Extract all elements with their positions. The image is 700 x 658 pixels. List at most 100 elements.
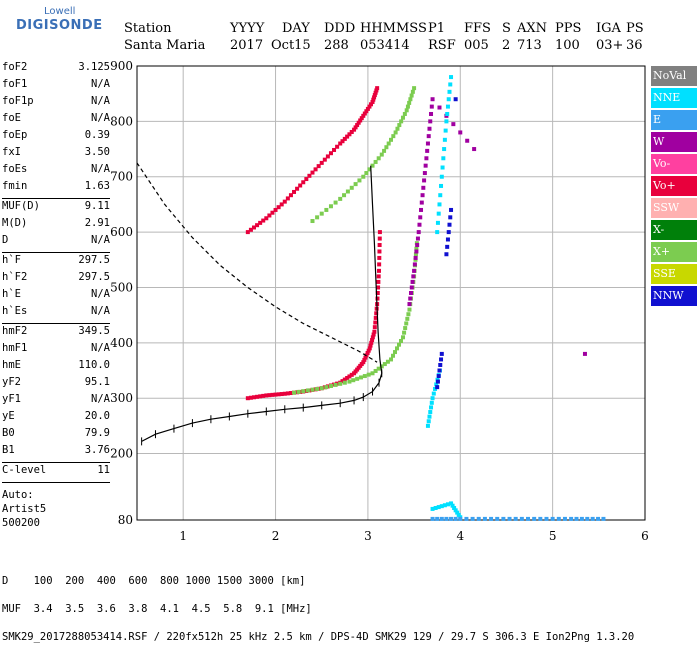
data-point-x- <box>376 156 381 161</box>
param-name: h`F <box>2 254 21 266</box>
data-point-vo- <box>347 132 352 137</box>
legend-item-nnw: NNW <box>651 286 697 306</box>
y-tick-label: 80 <box>118 513 133 527</box>
data-point-nne <box>430 506 435 511</box>
param-name: hmF2 <box>2 325 28 337</box>
data-point-vo- <box>270 210 275 215</box>
data-point-e <box>458 516 463 521</box>
data-point-x- <box>384 145 389 150</box>
data-point-nne <box>445 104 450 109</box>
data-point-e <box>574 516 579 521</box>
data-point-nne <box>436 211 441 216</box>
data-point-x- <box>402 111 407 116</box>
data-point-vo- <box>316 164 321 169</box>
data-point-nne <box>447 89 452 94</box>
data-point-x- <box>382 148 387 153</box>
param-row: hmF2 349.5 <box>2 324 110 341</box>
data-point-x- <box>412 86 417 91</box>
legend-item-x-: X- <box>651 220 697 240</box>
data-point-vo- <box>288 391 293 396</box>
y-tick-label: 900 <box>110 59 133 73</box>
data-point-w <box>410 279 415 284</box>
data-point-vo- <box>273 207 278 212</box>
data-point-nne <box>435 220 440 225</box>
data-point-e <box>544 516 549 521</box>
param-value: 1.63 <box>84 180 110 192</box>
param-row: fxI 3.50 <box>2 145 110 162</box>
data-point-nne <box>441 156 446 161</box>
data-point-x- <box>351 378 356 383</box>
data-point-vo- <box>279 392 284 397</box>
logo-line-2: DIGISONDE <box>16 18 103 33</box>
data-point-e <box>449 516 454 521</box>
data-point-x- <box>315 386 320 391</box>
param-separator <box>2 252 110 253</box>
legend-item-vo-: Vo+ <box>651 176 697 196</box>
data-point-x- <box>389 357 393 362</box>
footer-file-info: SMK29_2017288053414.RSF / 220fx512h 25 k… <box>2 631 635 643</box>
data-point-vo- <box>373 315 378 320</box>
data-point-vo- <box>276 205 281 210</box>
auto-scaling-line: Auto: <box>2 489 34 501</box>
param-value: N/A <box>91 305 110 317</box>
data-point-x- <box>366 372 371 377</box>
data-point-x- <box>319 211 324 216</box>
data-point-w <box>423 163 428 168</box>
data-point-vo- <box>328 151 333 156</box>
param-name: foF1 <box>2 78 28 90</box>
param-row: foF1p N/A <box>2 94 110 111</box>
param-row: B0 79.9 <box>2 426 110 443</box>
data-point-nne <box>433 386 438 391</box>
data-point-e <box>513 516 518 521</box>
data-point-x- <box>391 134 396 139</box>
param-row: h`Es N/A <box>2 304 110 321</box>
data-point-nnw <box>446 230 451 235</box>
data-point-nnw <box>439 357 444 362</box>
data-point-nne <box>429 400 434 405</box>
data-point-vo- <box>319 160 324 165</box>
data-point-nne <box>452 506 457 511</box>
data-point-x- <box>393 350 398 355</box>
header-label-1: YYYY <box>230 21 265 36</box>
data-point-vo- <box>365 106 370 111</box>
data-point-w <box>419 207 424 212</box>
data-point-vo- <box>251 395 256 400</box>
data-point-x- <box>386 141 391 146</box>
data-point-x- <box>385 359 390 364</box>
data-point-vo- <box>375 291 380 295</box>
data-point-x- <box>405 316 410 321</box>
y-tick-label: 400 <box>110 336 133 350</box>
data-point-x- <box>403 326 408 331</box>
data-point-x- <box>370 371 375 376</box>
param-row: foF2 3.125 <box>2 60 110 77</box>
data-point-e <box>430 516 435 521</box>
auto-scaling-line: Artist5 <box>2 503 47 515</box>
data-point-vo- <box>353 125 358 130</box>
header-value-5: RSF <box>428 38 456 53</box>
data-point-nne <box>453 508 458 513</box>
data-point-vo- <box>370 335 375 340</box>
data-point-x- <box>324 385 329 390</box>
header-value-2: Oct15 <box>271 38 311 53</box>
header-value-11: 36 <box>626 38 643 53</box>
param-row: h`F 297.5 <box>2 253 110 270</box>
data-point-w <box>412 262 417 267</box>
data-point-e <box>507 516 512 521</box>
data-point-e <box>453 516 458 521</box>
header-value-0: Santa Maria <box>124 38 206 53</box>
data-point-x- <box>353 182 358 187</box>
data-point-w <box>418 215 423 220</box>
data-point-nne <box>442 147 447 152</box>
param-value: 349.5 <box>78 325 110 337</box>
data-point-nnw <box>435 379 440 384</box>
footer-distance-row: D 100 200 400 600 800 1000 1500 3000 [km… <box>2 575 306 587</box>
data-point-x- <box>389 137 393 142</box>
data-point-nne <box>430 396 435 401</box>
data-point-x- <box>405 104 410 109</box>
data-point-e <box>550 516 555 521</box>
data-point-x- <box>361 174 366 179</box>
data-point-nnw <box>448 215 453 220</box>
data-point-e <box>596 516 601 521</box>
param-name: foEp <box>2 129 28 141</box>
header-label-10: IGA <box>596 21 621 36</box>
